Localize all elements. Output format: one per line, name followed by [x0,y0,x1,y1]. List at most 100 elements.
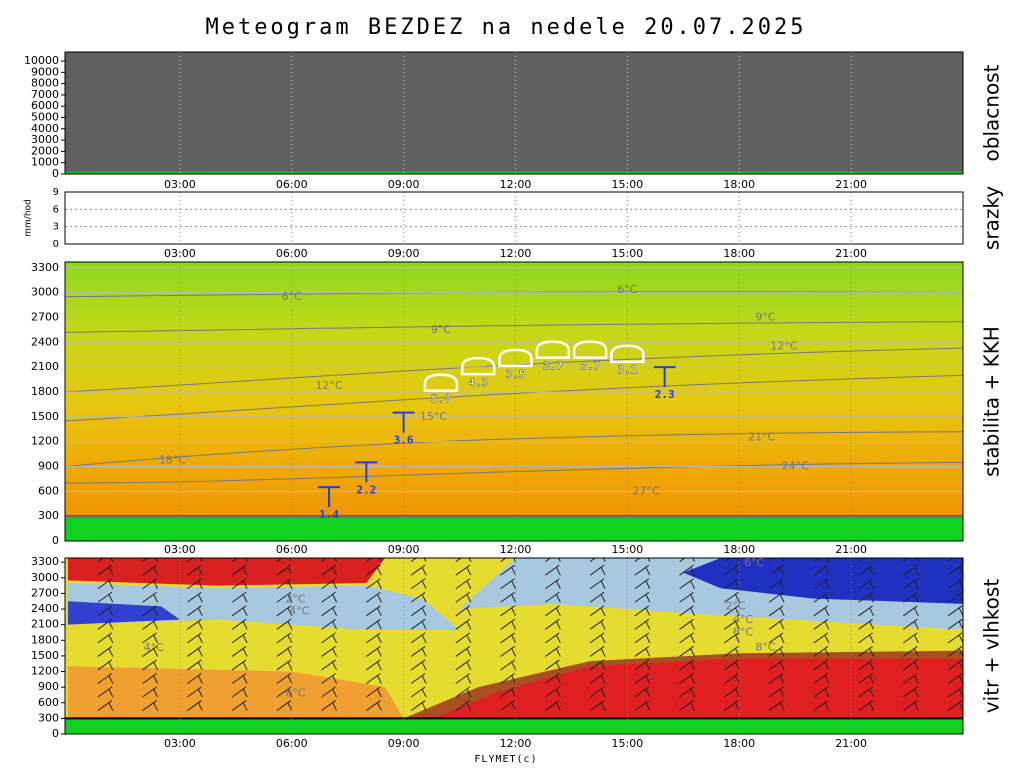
x-tick-label: 09:00 [388,737,420,750]
y-tick-label: 1500 [31,649,59,662]
wind-barb [679,618,696,630]
wind-barb [231,578,248,590]
isotherm [65,461,963,484]
wind-barb [276,632,293,644]
wind-barb [276,558,293,563]
y-tick-label: 3000 [31,571,59,584]
wind-barb [903,646,919,657]
wind-barb [947,646,963,657]
wind-barb [455,564,472,576]
wind-barb [813,646,830,657]
hot-field [397,411,858,541]
x-tick-label: 21:00 [835,178,867,191]
contour-label: 18°C [159,454,186,467]
contour-label: 6°C [744,556,764,569]
wind-barb [903,659,919,671]
wind-barb [724,700,740,711]
wind-barb [187,618,203,630]
wind-barb [321,605,338,617]
wind-barb [366,578,382,590]
wind-barb [724,618,740,630]
wind-barb [142,578,159,590]
x-tick-label: 18:00 [723,543,755,556]
wind-barb [187,564,203,576]
wind-barb [455,632,472,644]
wind-barb [903,564,919,576]
wind-barb [679,632,696,644]
wind-barb [187,578,203,590]
title: Meteogram BEZDEZ na nedele 20.07.2025 [205,15,806,40]
wind-barb [500,700,517,711]
wind-barb [142,618,159,630]
contour-label: 4°C [733,613,753,626]
wind-barb [545,700,561,711]
contour-label: 9°C [755,310,775,323]
isotherm [65,374,963,422]
wind-barb [97,686,114,698]
wind-barb [231,618,248,630]
x-tick-label: 12:00 [500,247,532,260]
isotherm [65,347,963,393]
wind-barb [589,700,606,711]
wind-barb [724,578,740,590]
thermal-mark [392,411,415,433]
wind-barb [813,700,830,711]
wind-barb [410,578,427,590]
field [68,558,385,586]
y-tick-label: 3000 [31,286,59,299]
wind-barb [589,632,606,644]
precip-field [65,192,963,244]
wind-barb [768,564,785,576]
wind-barb [634,659,651,671]
cumulus-mark [610,344,645,363]
wind-barb [321,591,338,603]
wind-barb [187,632,203,644]
wind-barb [142,646,159,657]
wind-barb [187,558,203,563]
y-tick-label: 1200 [31,435,59,448]
wind-barb [634,673,651,684]
wind-barb [724,686,740,698]
wind-barb [768,632,785,644]
y-tick-label: 10000 [24,54,59,67]
wind-barb [142,564,159,576]
wind-barb [500,578,517,590]
wind-barb [724,591,740,603]
cumulus-mark [572,340,608,359]
wind-barb [187,673,203,684]
wind-barb [97,605,114,617]
x-tick-label: 12:00 [500,737,532,750]
wind-barb [768,591,785,603]
y-tick-label: 6000 [31,99,59,112]
wind-barb [589,686,606,698]
wind-barb [947,686,963,698]
plot-area [65,52,963,174]
wind-barb [858,605,875,617]
wind-barb [858,700,875,711]
x-tick-label: 09:00 [388,543,420,556]
thermal-mark [318,486,341,508]
wind-barb [231,564,248,576]
wind-barb [589,578,606,590]
x-tick-label: 06:00 [276,737,308,750]
wind-barb [858,659,875,671]
thermal-label: 1.4 [319,508,339,521]
wind-barb [589,673,606,684]
cumulus-mark [423,373,459,392]
wind-barb [187,605,203,617]
plot-frame [64,191,964,245]
wind-barb [679,578,696,590]
y-tick-label: 0 [52,534,59,547]
wind-barb [500,558,517,563]
wind-barb [455,659,472,671]
wind-barb [947,564,963,576]
wind-barb [455,686,472,698]
x-tick-label: 15:00 [612,737,644,750]
wind-barb [858,618,875,630]
contour-label: 2°C [285,593,305,606]
wind-barb [813,564,830,576]
wind-barb [366,673,382,684]
wind-barb [947,591,963,603]
y-tick-label: 0 [53,239,59,250]
wind-barb [634,564,651,576]
